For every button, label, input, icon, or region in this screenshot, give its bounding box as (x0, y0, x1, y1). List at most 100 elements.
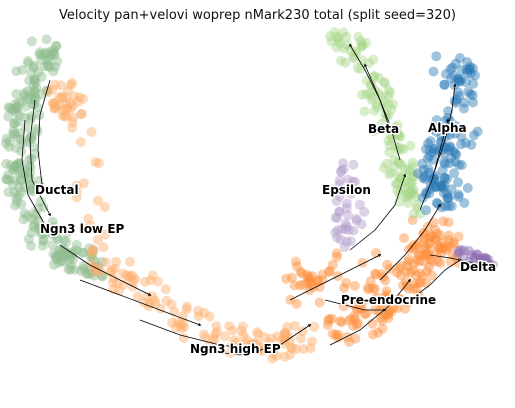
cell-point (175, 319, 186, 330)
cell-point (424, 232, 435, 243)
cell-point (49, 98, 60, 108)
cell-point (19, 90, 30, 101)
cell-point (31, 123, 42, 134)
cell-point (52, 232, 63, 243)
cell-point (484, 259, 495, 270)
cell-point (89, 262, 100, 272)
velocity-streamline (37, 79, 51, 187)
cell-point (86, 249, 97, 260)
cell-point (317, 269, 328, 280)
cell-point (334, 38, 345, 49)
cell-point (149, 295, 160, 306)
cell-point (67, 122, 78, 133)
cell-point (405, 140, 416, 151)
cell-point (442, 188, 452, 199)
velocity-streamline (289, 254, 382, 301)
cell-point (418, 164, 429, 175)
cell-point (386, 306, 397, 317)
cell-point (438, 187, 449, 198)
cell-point (376, 124, 387, 135)
cell-point (383, 91, 394, 102)
cell-point (3, 141, 14, 152)
cell-point (59, 235, 69, 246)
cell-point (395, 294, 405, 305)
cell-point (10, 175, 21, 186)
cell-point (368, 283, 379, 294)
cell-point (333, 35, 344, 45)
cell-point (53, 249, 64, 260)
cell-point (29, 74, 40, 85)
cell-point (35, 47, 46, 58)
cell-point (341, 278, 352, 288)
cell-point (334, 207, 345, 217)
cell-point (340, 57, 351, 68)
cell-point (468, 78, 479, 89)
cell-point (345, 45, 356, 56)
cell-point (287, 343, 298, 354)
cell-point (420, 173, 431, 184)
cell-point (193, 305, 204, 316)
cell-point (268, 345, 279, 356)
cell-point (366, 91, 377, 102)
cell-point (426, 231, 437, 242)
cell-point (100, 257, 111, 268)
cell-point (4, 136, 15, 147)
cluster-label-delta: Delta (460, 260, 496, 274)
cluster-label-beta: Beta (368, 122, 399, 136)
cell-point (341, 236, 352, 247)
cell-point (25, 167, 36, 178)
cell-point (26, 133, 37, 144)
cell-point (75, 265, 86, 276)
cell-point (408, 283, 419, 294)
cell-point (306, 277, 317, 288)
cell-point (382, 259, 393, 270)
cell-point (99, 201, 110, 212)
cell-point (43, 87, 54, 98)
cell-point (420, 144, 431, 155)
cell-point (407, 170, 418, 181)
cell-point (84, 243, 95, 254)
cell-point (329, 185, 340, 195)
cell-point (373, 72, 384, 83)
cell-point (444, 142, 455, 153)
cell-point (368, 54, 379, 65)
cell-point (395, 261, 406, 272)
cluster-labels: Ductal Ngn3 low EP Ngn3 high EP Pre-endocri… (34, 120, 498, 358)
cell-point (410, 191, 421, 202)
cell-point (444, 230, 454, 241)
cell-point (448, 238, 459, 249)
cell-point (25, 180, 36, 190)
cell-point (61, 250, 72, 261)
cell-point (405, 267, 416, 278)
cell-point (424, 243, 435, 254)
cell-point (284, 335, 295, 346)
cell-point (356, 303, 367, 314)
cell-point (428, 172, 439, 183)
cell-point (396, 143, 406, 154)
cell-point (421, 187, 432, 198)
cell-point (350, 46, 361, 57)
cell-point (386, 167, 396, 178)
cell-point (421, 278, 431, 288)
cell-point (26, 67, 37, 78)
cell-point (267, 353, 278, 364)
cell-point (75, 137, 86, 147)
cell-point (430, 225, 441, 235)
cell-point (51, 41, 62, 51)
cell-point (181, 301, 192, 312)
cell-point (415, 208, 426, 219)
cell-point (93, 195, 104, 206)
cell-point (440, 158, 451, 169)
cell-point (419, 232, 430, 243)
cell-point (61, 92, 72, 103)
cell-point (36, 89, 47, 100)
cell-point (289, 280, 300, 291)
cell-point (427, 124, 438, 134)
cell-point (26, 36, 37, 47)
cell-point (34, 223, 45, 234)
cell-point (76, 108, 87, 119)
cell-point (470, 253, 480, 264)
cell-point (8, 129, 19, 139)
cell-point (210, 329, 221, 340)
cell-point (398, 144, 409, 155)
